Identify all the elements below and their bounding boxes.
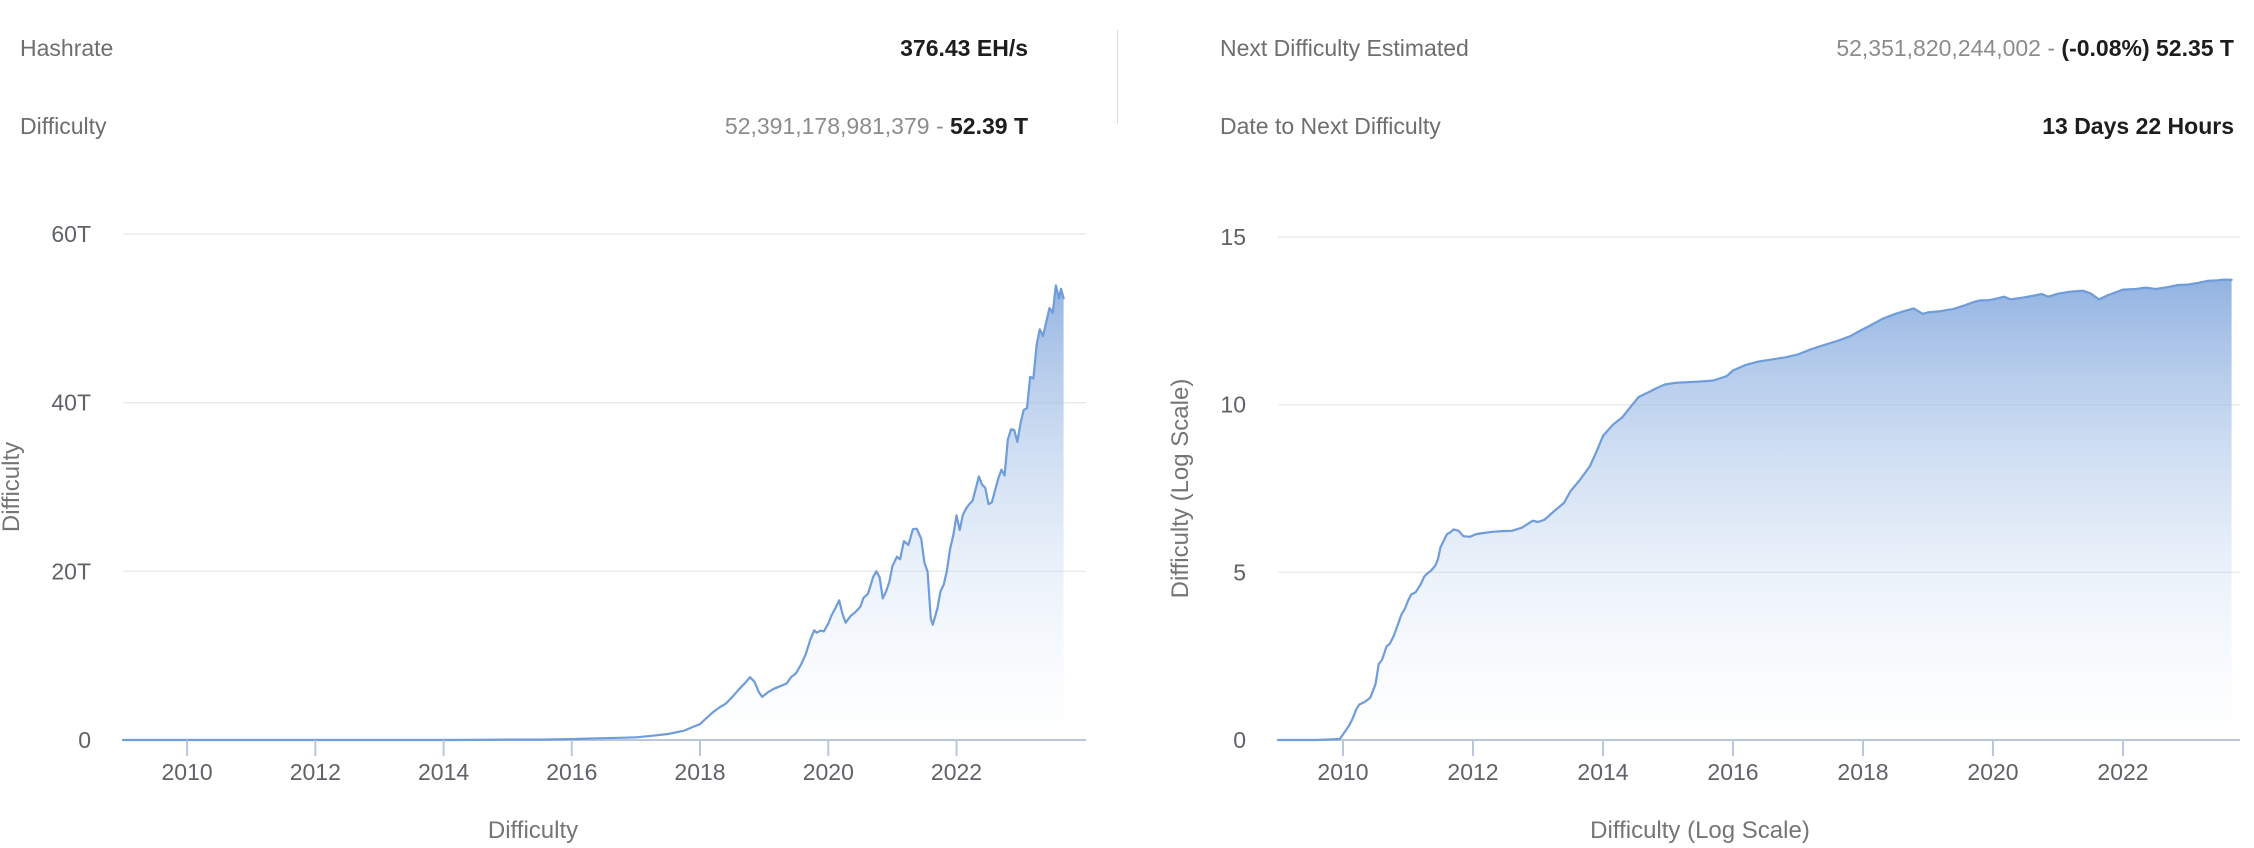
x-tick-label: 2018 [674,759,725,785]
x-tick-label: 2022 [2097,759,2148,785]
y-tick-label: 0 [1233,727,1246,753]
series-area-fill [1278,279,2232,740]
y-tick-label: 10 [1220,392,1246,418]
y-tick-label: 40T [51,390,91,416]
y-tick-label: 60T [51,221,91,247]
x-tick-label: 2010 [1317,759,1368,785]
x-axis-title: Difficulty (Log Scale) [1590,817,1810,844]
hashrate-value: 376.43 EH/s [900,34,1028,62]
x-tick-label: 2010 [162,759,213,785]
y-tick-label: 15 [1220,224,1246,250]
x-tick-label: 2018 [1837,759,1888,785]
x-tick-label: 2016 [546,759,597,785]
stat-row-next-difficulty: Next Difficulty Estimated 52,351,820,244… [1220,34,2234,62]
x-tick-label: 2014 [1577,759,1628,785]
difficulty-value-muted: 52,391,178,981,379 - [724,113,950,139]
stat-row-difficulty: Difficulty 52,391,178,981,379 - 52.39 T [20,112,1028,140]
difficulty-value-strong: 52.39 T [950,113,1028,139]
difficulty-log-chart[interactable]: 2010 2012 2014 2016 2018 2020 2022 0 5 10 15 Diffic… [1127,0,2254,848]
stat-row-hashrate: Hashrate 376.43 EH/s [20,34,1028,62]
date-to-next-difficulty-value: 13 Days 22 Hours [2042,112,2234,140]
next-difficulty-value-strong: (-0.08%) 52.35 T [2061,35,2234,61]
y-tick-label: 0 [78,727,91,753]
y-axis-title: Difficulty [0,442,25,532]
series-area-fill [123,285,1064,740]
difficulty-value: 52,391,178,981,379 - 52.39 T [725,112,1028,140]
stats-divider [1117,30,1118,124]
y-tick-label: 20T [51,558,91,584]
x-tick-label: 2020 [1967,759,2018,785]
x-tick-label: 2020 [803,759,854,785]
date-to-next-difficulty-value-strong: 13 Days 22 Hours [2042,113,2234,139]
hashrate-value-strong: 376.43 EH/s [900,35,1028,61]
y-tick-label: 5 [1233,559,1246,585]
x-tick-label: 2016 [1707,759,1758,785]
difficulty-label: Difficulty [20,113,107,139]
y-axis-title: Difficulty (Log Scale) [1167,379,1194,599]
x-tick-label: 2014 [418,759,469,785]
x-tick-label: 2012 [290,759,341,785]
hashrate-label: Hashrate [20,35,114,61]
x-tick-label: 2022 [931,759,982,785]
next-difficulty-value: 52,351,820,244,002 - (-0.08%) 52.35 T [1836,34,2234,62]
x-axis-title: Difficulty [488,817,578,844]
stat-row-date-to-next-difficulty: Date to Next Difficulty 13 Days 22 Hours [1220,112,2234,140]
date-to-next-difficulty-label: Date to Next Difficulty [1220,113,1441,139]
series-line [1276,278,2233,742]
next-difficulty-label: Next Difficulty Estimated [1220,35,1469,61]
x-tick-label: 2012 [1447,759,1498,785]
next-difficulty-value-muted: 52,351,820,244,002 - [1836,35,2062,61]
difficulty-linear-chart[interactable]: 2010 2012 2014 2016 2018 2020 2022 0 20T 40T 60T Di… [0,0,1127,848]
series-line [121,284,1065,742]
